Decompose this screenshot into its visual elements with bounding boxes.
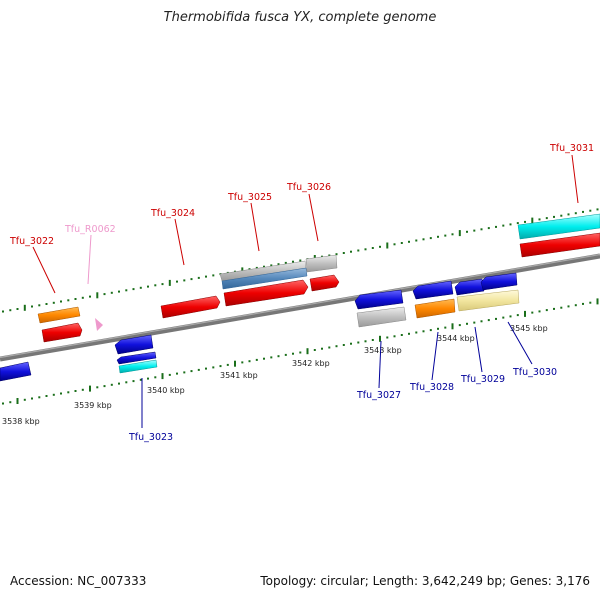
- gene-feature[interactable]: [519, 232, 600, 258]
- gene-feature[interactable]: [309, 274, 340, 292]
- accession-label: Accession: NC_007333: [10, 574, 147, 588]
- scale-label: 3545 kbp: [510, 324, 548, 333]
- gene-feature[interactable]: [517, 213, 600, 240]
- gene-feature[interactable]: [37, 306, 81, 324]
- gene-labels: Tfu_3022 Tfu_R0062 Tfu_3024 Tfu_3025 Tfu…: [9, 143, 594, 443]
- scale-label: 3539 kbp: [74, 401, 112, 410]
- gene-feature[interactable]: [118, 359, 158, 374]
- gene-feature[interactable]: [114, 334, 154, 355]
- gene-feature[interactable]: [41, 322, 83, 343]
- gene-label[interactable]: Tfu_3024: [150, 208, 195, 219]
- genome-backbone: [0, 253, 600, 362]
- gene-feature[interactable]: [221, 267, 308, 290]
- gene-feature[interactable]: [0, 361, 32, 382]
- scale-label: 3543 kbp: [364, 346, 402, 355]
- gene-label[interactable]: Tfu_3027: [356, 390, 401, 401]
- gene-label[interactable]: Tfu_3030: [512, 367, 557, 378]
- gene-arrow[interactable]: [95, 318, 103, 331]
- gene-label[interactable]: Tfu_3022: [9, 236, 54, 247]
- gene-label[interactable]: Tfu_3025: [227, 192, 272, 203]
- scale-label: 3542 kbp: [292, 359, 330, 368]
- label-leaders: [32, 154, 579, 428]
- topology-label: Topology: circular; Length: 3,642,249 bp…: [260, 574, 590, 588]
- gene-feature[interactable]: [305, 254, 338, 273]
- gene-feature[interactable]: [354, 289, 404, 310]
- genome-backbone-highlight: [0, 253, 600, 359]
- lower-strand-scale: [2, 298, 599, 405]
- scale-label: 3538 kbp: [2, 417, 40, 426]
- gene-feature[interactable]: [116, 351, 157, 365]
- upper-strand-scale: [2, 208, 599, 313]
- gene-label[interactable]: Tfu_R0062: [64, 224, 116, 235]
- gene-feature[interactable]: [356, 306, 407, 328]
- gene-feature[interactable]: [223, 279, 309, 307]
- gene-feature[interactable]: [412, 280, 454, 300]
- gene-feature[interactable]: [160, 295, 221, 319]
- forward-genes: [37, 213, 600, 343]
- scale-label: 3541 kbp: [220, 371, 258, 380]
- gene-label[interactable]: Tfu_3026: [286, 182, 331, 193]
- reverse-genes: [0, 272, 520, 382]
- gene-label[interactable]: Tfu_3028: [409, 382, 454, 393]
- gene-label[interactable]: Tfu_3023: [128, 432, 173, 443]
- scale-labels: 3538 kbp 3539 kbp 3540 kbp 3541 kbp 3542…: [2, 324, 548, 426]
- gene-label[interactable]: Tfu_3031: [549, 143, 594, 154]
- gene-feature[interactable]: [480, 272, 518, 291]
- gene-feature[interactable]: [414, 298, 456, 319]
- map-title: Thermobifida fusca YX, complete genome: [163, 10, 437, 25]
- gene-label[interactable]: Tfu_3029: [460, 374, 505, 385]
- scale-label: 3540 kbp: [147, 386, 185, 395]
- scale-label: 3544 kbp: [437, 334, 475, 343]
- gene-feature[interactable]: [456, 289, 520, 312]
